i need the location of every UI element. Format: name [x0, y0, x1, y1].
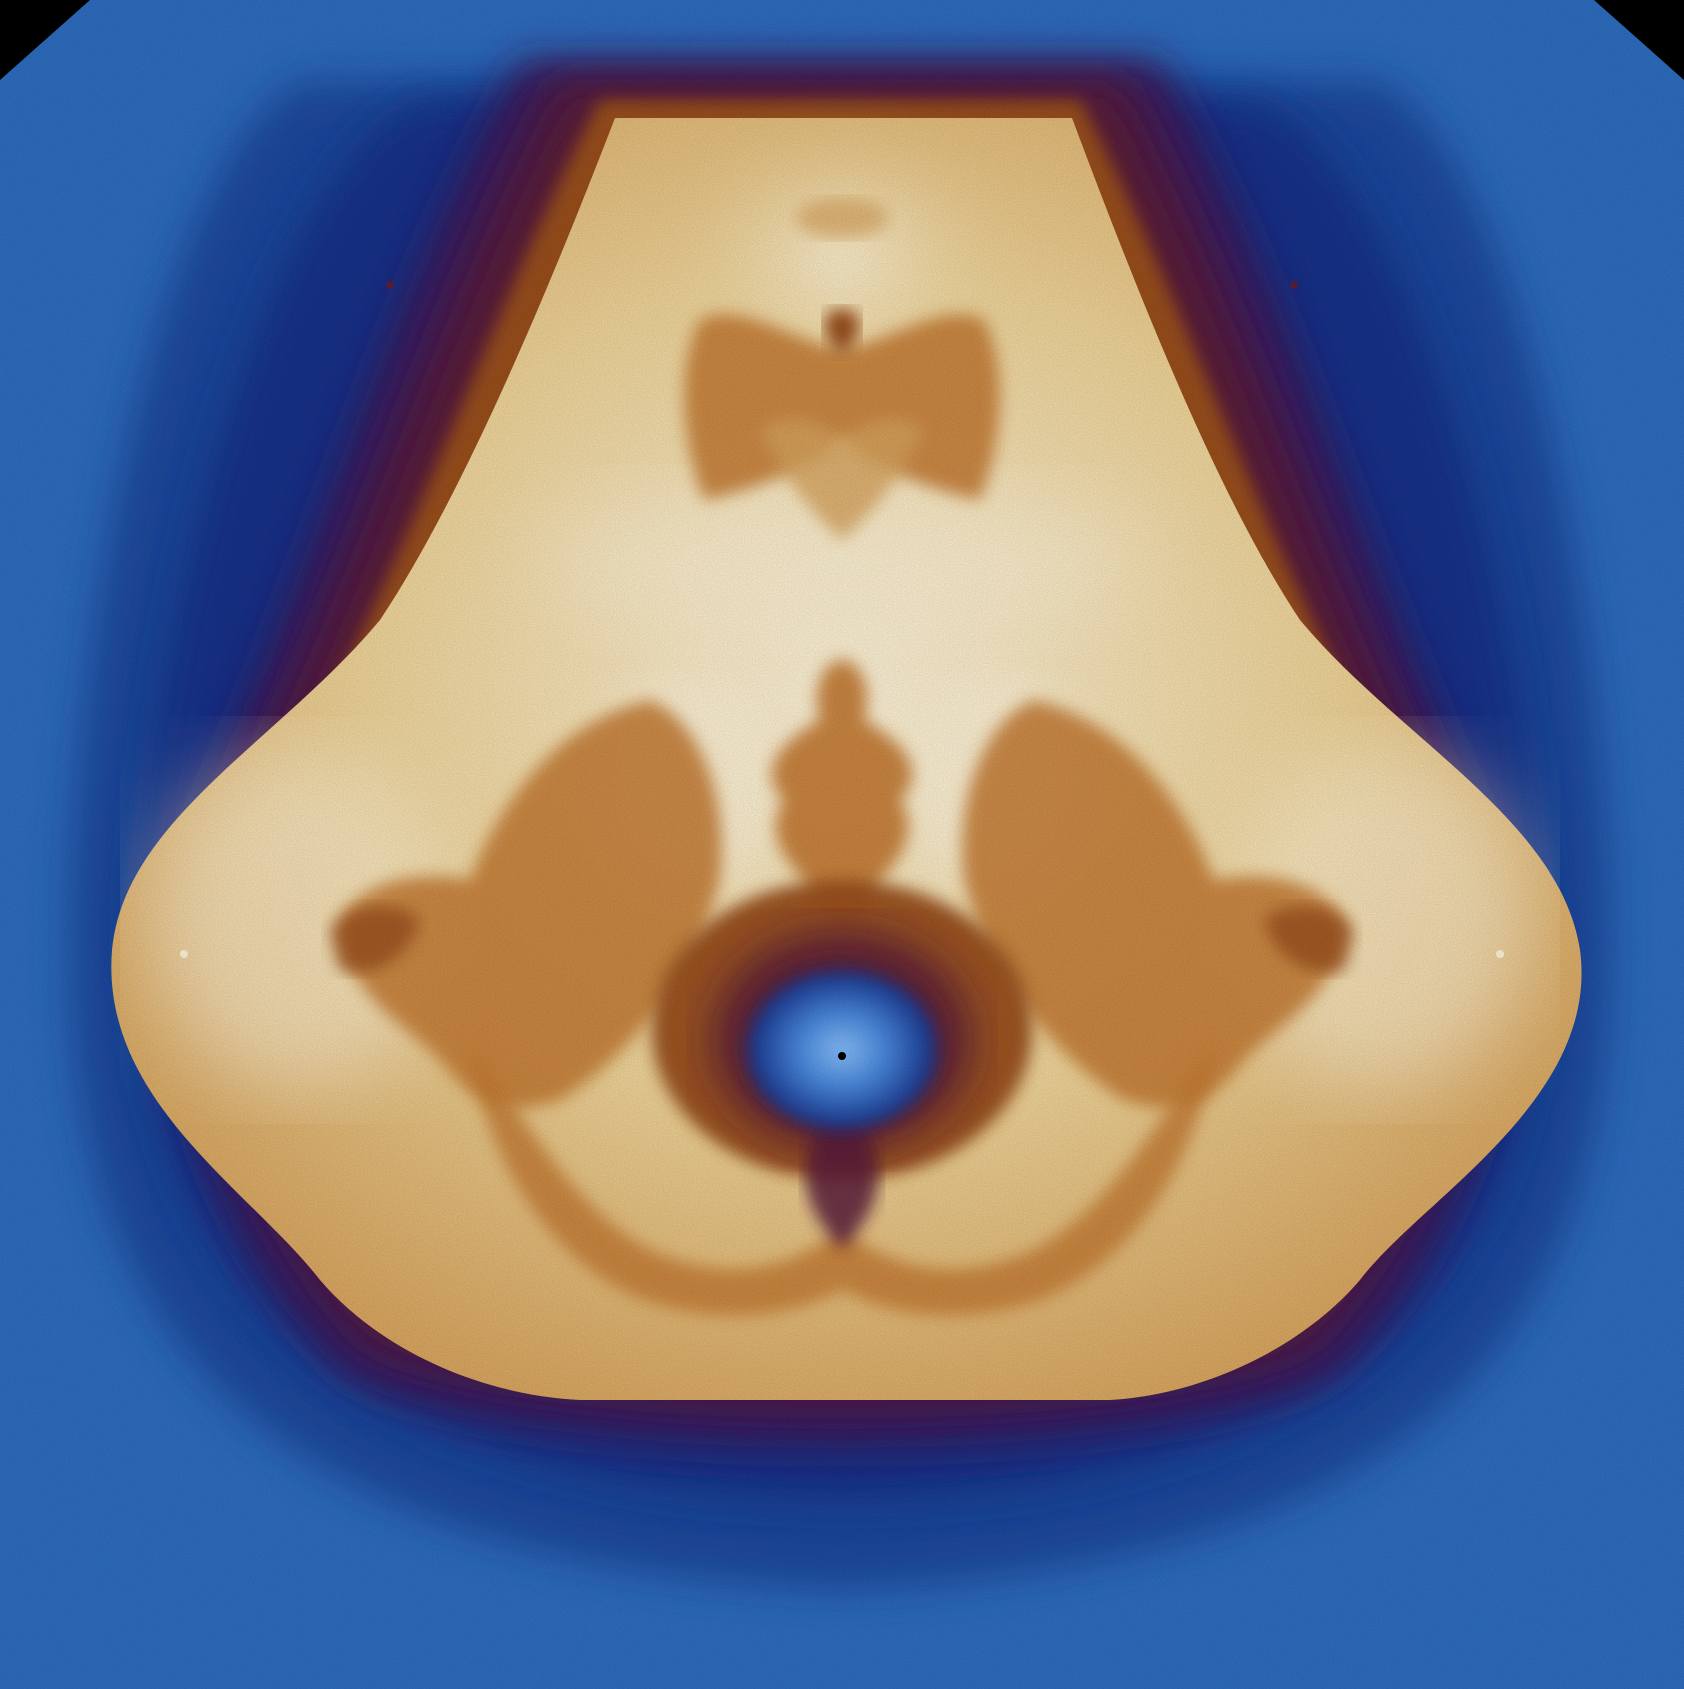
- lower-lobes: [470, 1050, 1214, 1316]
- blue-core: [747, 970, 937, 1130]
- core-center-dot: [838, 1052, 846, 1060]
- right-arm: [962, 700, 1344, 1108]
- right-white-dot: [1496, 950, 1504, 958]
- right-arm-tip: [1264, 906, 1354, 973]
- upper-bowtie: [684, 314, 1000, 500]
- central-spire: [771, 660, 913, 930]
- left-arm: [340, 700, 722, 1108]
- core-lower-spike: [805, 1100, 879, 1250]
- center-band-glow: [542, 480, 1142, 640]
- upper-small-bud: [824, 309, 860, 356]
- left-glow: [150, 750, 450, 1090]
- left-white-dot: [180, 950, 188, 958]
- left-arm-tip: [330, 906, 420, 973]
- left-dot: [386, 281, 394, 289]
- upper-bowtie-inner: [760, 418, 924, 540]
- right-dot: [1290, 281, 1298, 289]
- upper-oval: [796, 198, 888, 238]
